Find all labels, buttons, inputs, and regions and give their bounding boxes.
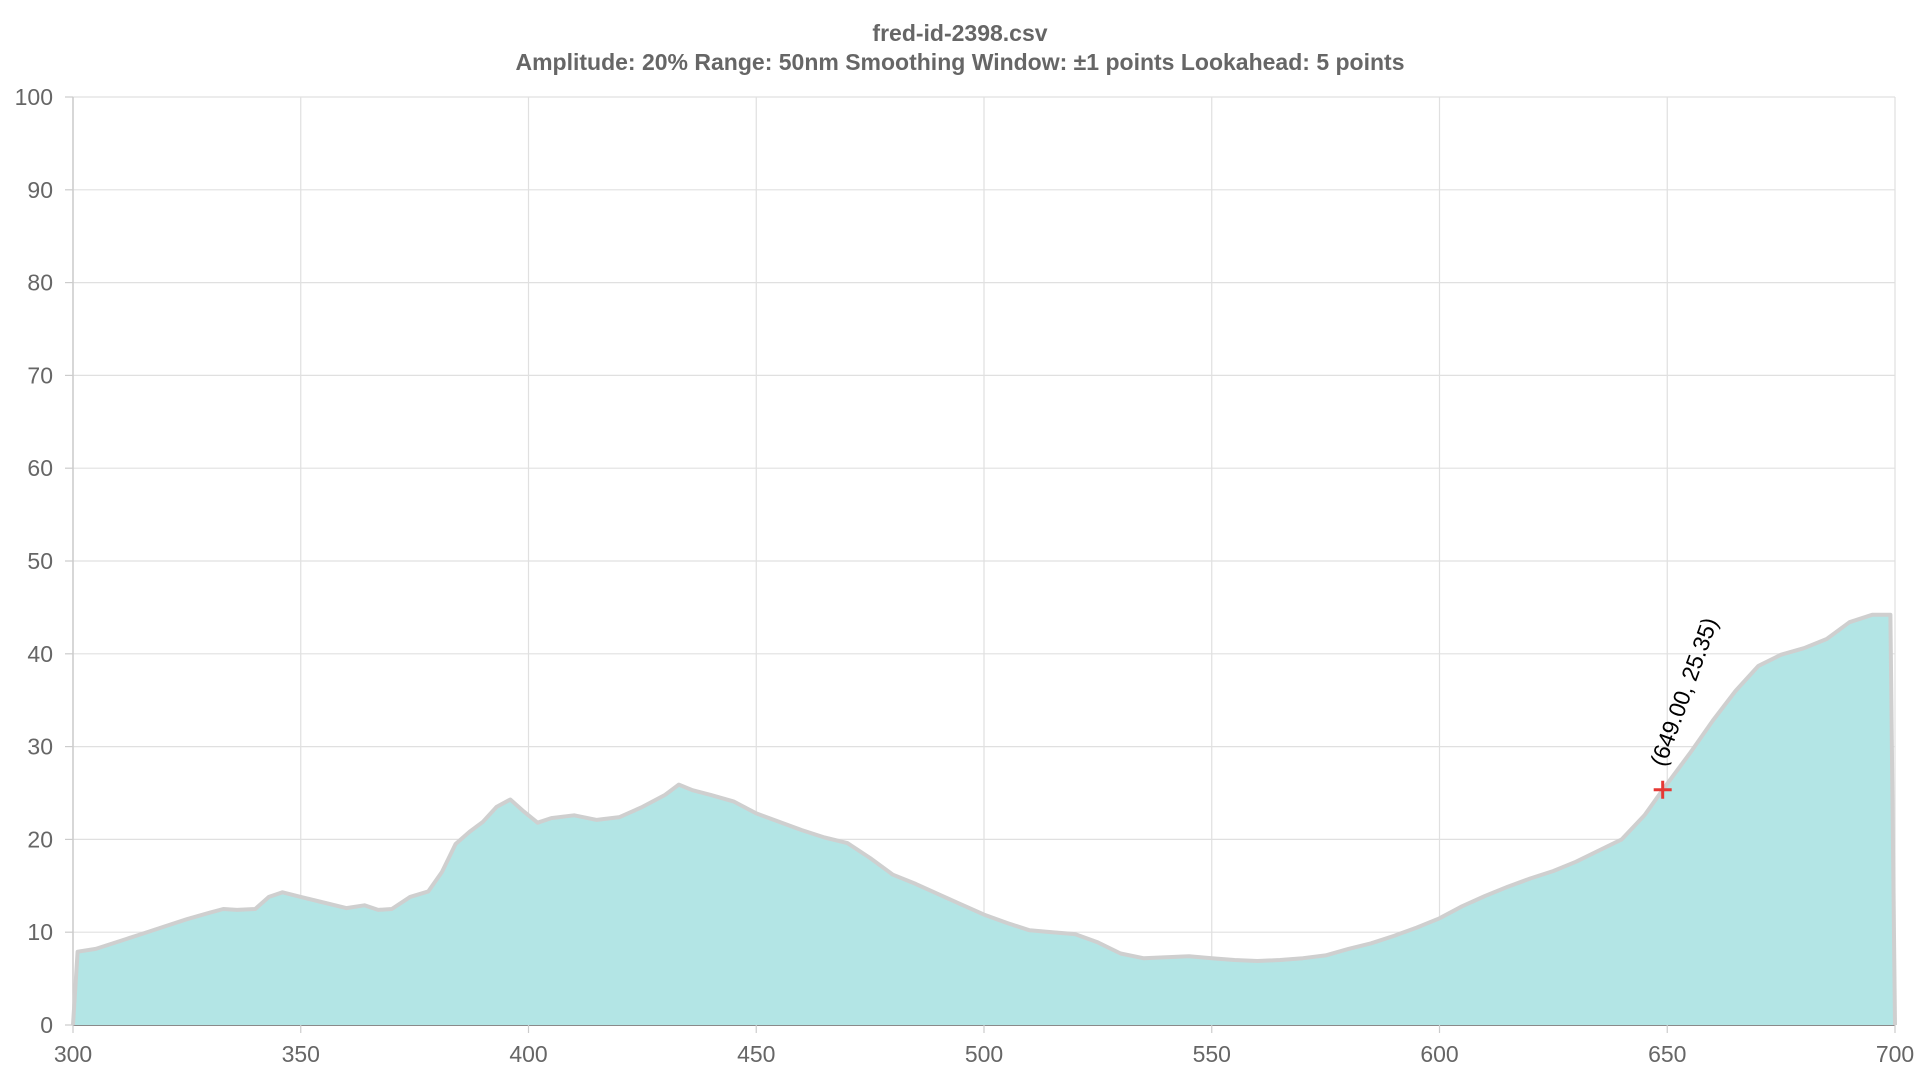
x-tick-label: 600	[1420, 1041, 1458, 1067]
y-tick-label: 60	[27, 455, 53, 481]
x-tick-label: 650	[1648, 1041, 1686, 1067]
x-tick-label: 400	[509, 1041, 547, 1067]
x-tick-label: 500	[965, 1041, 1003, 1067]
y-tick-label: 100	[15, 84, 53, 110]
y-tick-label: 40	[27, 641, 53, 667]
x-tick-label: 450	[737, 1041, 775, 1067]
x-tick-label: 350	[282, 1041, 320, 1067]
chart-title: fred-id-2398.csv	[872, 20, 1048, 46]
y-tick-label: 70	[27, 362, 53, 388]
y-tick-label: 10	[27, 919, 53, 945]
x-tick-label: 550	[1193, 1041, 1231, 1067]
y-tick-label: 30	[27, 734, 53, 760]
series-area	[73, 614, 1895, 1025]
chart-subtitle: Amplitude: 20% Range: 50nm Smoothing Win…	[515, 49, 1405, 75]
series-layer	[71, 612, 1897, 1026]
y-tick-label: 0	[40, 1012, 53, 1038]
y-tick-label: 20	[27, 826, 53, 852]
tick-labels: 0 10 20 30 40 50 60 70 80 90 100 300 350 400 450 500 550…	[15, 84, 1915, 1067]
x-tick-label: 700	[1876, 1041, 1914, 1067]
series-line	[71, 612, 1897, 1026]
y-tick-label: 90	[27, 177, 53, 203]
x-tick-label: 300	[54, 1041, 92, 1067]
y-tick-label: 80	[27, 270, 53, 296]
y-tick-label: 50	[27, 548, 53, 574]
